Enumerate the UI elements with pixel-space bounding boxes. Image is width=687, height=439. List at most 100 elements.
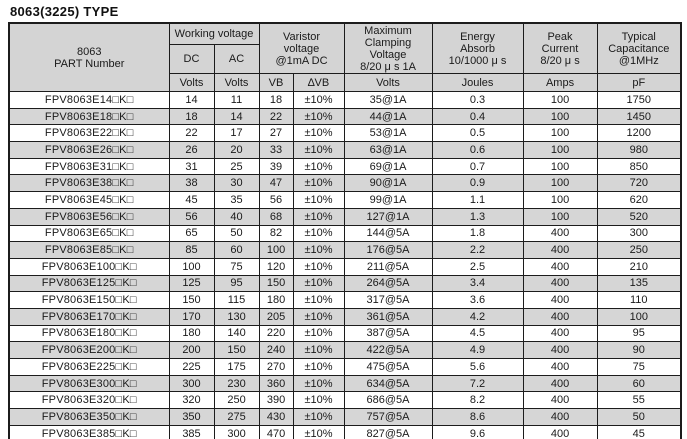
vb-cell: 120 xyxy=(258,257,294,276)
capacitance-pf-cell: 980 xyxy=(596,141,682,159)
ac-volts-cell: 25 xyxy=(213,157,260,176)
delta-vb-cell: ±10% xyxy=(292,91,345,109)
peak-amps-cell: 400 xyxy=(522,391,598,410)
peak-amps-cell: 100 xyxy=(522,141,598,159)
energy-joules-cell: 8.6 xyxy=(431,408,524,426)
clamping-voltage-cell: 211@5A xyxy=(343,257,433,276)
table-row: FPV8063E150□K□ 150 115 180 ±10% 317@5A 3.6 400 1… xyxy=(8,291,682,309)
energy-joules-cell: 1.8 xyxy=(431,224,524,243)
dc-volts-cell: 65 xyxy=(168,224,215,243)
vb-cell: 100 xyxy=(258,241,294,259)
vb-cell: 240 xyxy=(258,341,294,359)
spec-table-header: 8063 PART Number Working voltage Varisto… xyxy=(8,22,682,92)
part-number-cell: FPV8063E18□K□ xyxy=(8,107,170,126)
part-number-cell: FPV8063E65□K□ xyxy=(8,224,170,243)
vb-cell: 390 xyxy=(258,391,294,410)
capacitance-pf-cell: 1750 xyxy=(596,91,682,109)
dc-volts-cell: 100 xyxy=(168,257,215,276)
dc-volts-cell: 300 xyxy=(168,374,215,393)
peak-amps-cell: 400 xyxy=(522,224,598,243)
table-row: FPV8063E85□K□ 85 60 100 ±10% 176@5A 2.2 400 250 xyxy=(8,241,682,259)
peak-amps-cell: 100 xyxy=(522,124,598,143)
dc-volts-cell: 350 xyxy=(168,408,215,426)
energy-joules-cell: 8.2 xyxy=(431,391,524,410)
unit-delta-vb: ∆VB xyxy=(292,73,345,92)
part-number-cell: FPV8063E38□K□ xyxy=(8,174,170,193)
header-units-row: Volts Volts VB ∆VB Volts Joules Amps pF xyxy=(9,73,682,92)
delta-vb-cell: ±10% xyxy=(292,274,345,293)
part-number-cell: FPV8063E150□K□ xyxy=(8,291,170,309)
peak-amps-cell: 400 xyxy=(522,291,598,309)
energy-joules-cell: 0.6 xyxy=(431,141,524,159)
capacitance-pf-cell: 50 xyxy=(596,408,682,426)
table-row: FPV8063E26□K□ 26 20 33 ±10% 63@1A 0.6 100 980 xyxy=(8,141,682,159)
energy-joules-cell: 2.2 xyxy=(431,241,524,259)
dc-volts-cell: 320 xyxy=(168,391,215,410)
unit-capacitance-pf: pF xyxy=(596,73,682,92)
capacitance-pf-cell: 135 xyxy=(596,274,682,293)
ac-volts-cell: 150 xyxy=(213,341,260,359)
energy-joules-cell: 5.6 xyxy=(431,358,524,376)
dc-volts-cell: 200 xyxy=(168,341,215,359)
dc-volts-cell: 18 xyxy=(168,107,215,126)
dc-volts-cell: 22 xyxy=(168,124,215,143)
vb-cell: 82 xyxy=(258,224,294,243)
vb-cell: 56 xyxy=(258,191,294,209)
header-row-1: 8063 PART Number Working voltage Varisto… xyxy=(8,22,682,92)
peak-amps-cell: 400 xyxy=(522,341,598,359)
capacitance-pf-cell: 250 xyxy=(596,241,682,259)
table-row: FPV8063E18□K□ 18 14 22 ±10% 44@1A 0.4 100 1450 xyxy=(8,107,682,126)
col-header-dc: DC xyxy=(168,44,215,74)
clamping-voltage-cell: 127@1A xyxy=(343,207,433,226)
ac-volts-cell: 140 xyxy=(213,324,260,343)
capacitance-pf-cell: 45 xyxy=(596,424,682,439)
ac-volts-cell: 11 xyxy=(213,91,260,109)
unit-vb: VB xyxy=(258,73,294,92)
clamping-voltage-cell: 264@5A xyxy=(343,274,433,293)
capacitance-pf-cell: 210 xyxy=(596,257,682,276)
capacitance-pf-cell: 620 xyxy=(596,191,682,209)
capacitance-pf-cell: 100 xyxy=(596,307,682,326)
part-number-cell: FPV8063E170□K□ xyxy=(8,307,170,326)
clamping-voltage-cell: 90@1A xyxy=(343,174,433,193)
energy-joules-cell: 0.4 xyxy=(431,107,524,126)
peak-amps-cell: 100 xyxy=(522,107,598,126)
vb-cell: 360 xyxy=(258,374,294,393)
energy-joules-cell: 3.6 xyxy=(431,291,524,309)
part-number-cell: FPV8063E225□K□ xyxy=(8,358,170,376)
clamping-voltage-cell: 53@1A xyxy=(343,124,433,143)
table-row: FPV8063E65□K□ 65 50 82 ±10% 144@5A 1.8 400 300 xyxy=(8,224,682,243)
col-header-peak-current: Peak Current 8/20 μ s xyxy=(522,22,598,74)
page-title: 8063(3225) TYPE xyxy=(10,4,119,19)
col-header-ac: AC xyxy=(213,44,260,74)
part-number-cell: FPV8063E14□K□ xyxy=(8,91,170,109)
dc-volts-cell: 56 xyxy=(168,207,215,226)
delta-vb-cell: ±10% xyxy=(292,224,345,243)
dc-volts-cell: 14 xyxy=(168,91,215,109)
clamping-voltage-cell: 63@1A xyxy=(343,141,433,159)
energy-joules-cell: 4.5 xyxy=(431,324,524,343)
peak-amps-cell: 400 xyxy=(522,374,598,393)
unit-energy-joules: Joules xyxy=(431,73,524,92)
table-row: FPV8063E125□K□ 125 95 150 ±10% 264@5A 3.4 400 13… xyxy=(8,274,682,293)
delta-vb-cell: ±10% xyxy=(292,291,345,309)
table-row: FPV8063E45□K□ 45 35 56 ±10% 99@1A 1.1 100 620 xyxy=(8,191,682,209)
delta-vb-cell: ±10% xyxy=(292,141,345,159)
table-row: FPV8063E38□K□ 38 30 47 ±10% 90@1A 0.9 100 720 xyxy=(8,174,682,193)
ac-volts-cell: 250 xyxy=(213,391,260,410)
clamping-voltage-cell: 176@5A xyxy=(343,241,433,259)
dc-volts-cell: 225 xyxy=(168,358,215,376)
ac-volts-cell: 275 xyxy=(213,408,260,426)
delta-vb-cell: ±10% xyxy=(292,124,345,143)
part-number-cell: FPV8063E180□K□ xyxy=(8,324,170,343)
vb-cell: 27 xyxy=(258,124,294,143)
capacitance-pf-cell: 55 xyxy=(596,391,682,410)
energy-joules-cell: 7.2 xyxy=(431,374,524,393)
table-row: FPV8063E300□K□ 300 230 360 ±10% 634@5A 7.2 400 6… xyxy=(8,374,682,393)
dc-volts-cell: 150 xyxy=(168,291,215,309)
delta-vb-cell: ±10% xyxy=(292,374,345,393)
unit-dc-volts: Volts xyxy=(168,73,215,92)
clamping-voltage-cell: 69@1A xyxy=(343,157,433,176)
header-row-2: DC AC xyxy=(9,44,681,74)
